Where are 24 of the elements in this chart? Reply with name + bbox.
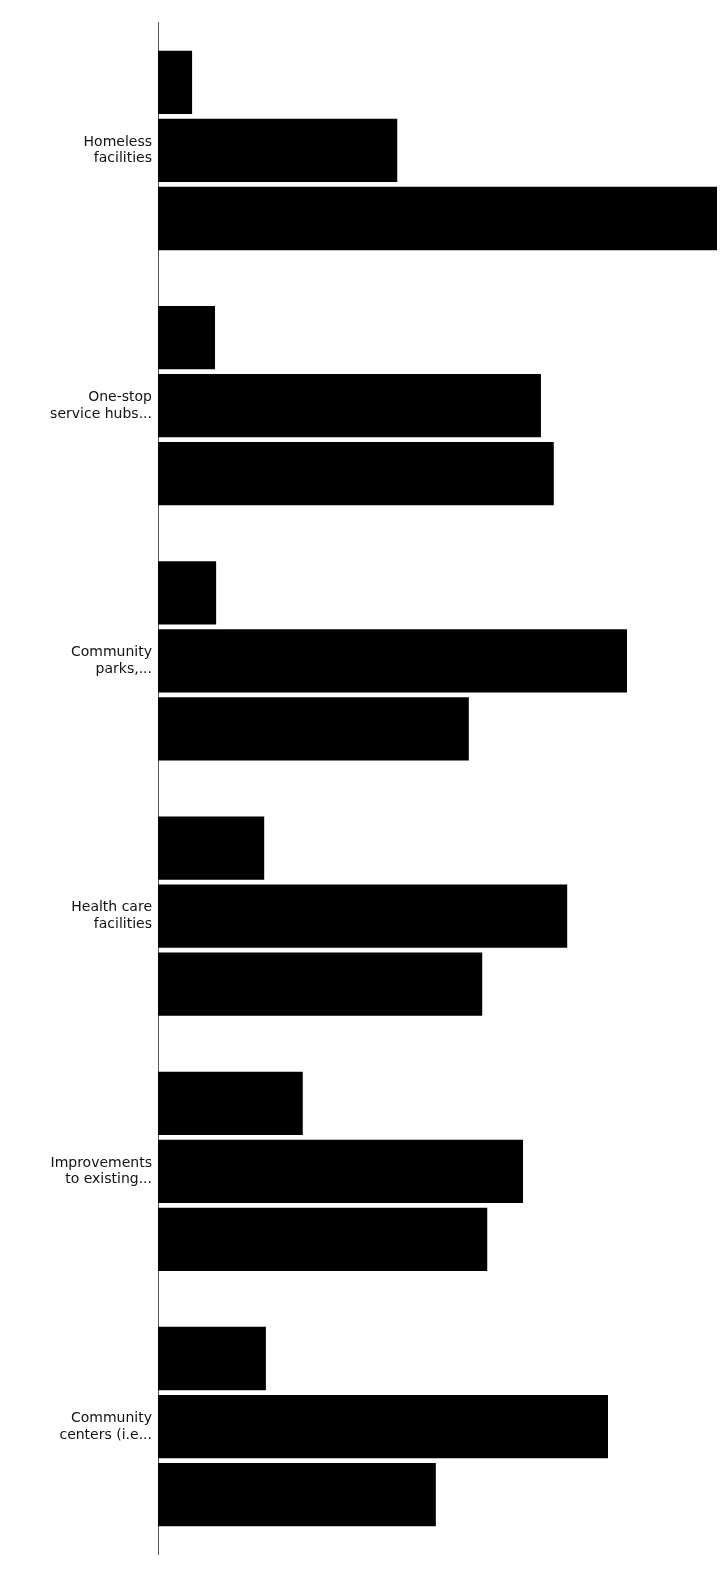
- bar: [158, 1463, 436, 1527]
- bar: [158, 629, 627, 693]
- bar: [158, 305, 216, 370]
- bar: [158, 1207, 488, 1272]
- bar: [158, 561, 217, 625]
- y-tick-label: One-stop service hubs...: [50, 387, 153, 421]
- bar: [158, 50, 193, 114]
- bar: [158, 186, 717, 251]
- bar: [158, 1394, 608, 1459]
- bar: [158, 952, 483, 1016]
- bar: [158, 118, 398, 183]
- y-tick-label: Homeless facilities: [83, 132, 152, 166]
- bar: [158, 1139, 524, 1203]
- bar: [158, 374, 541, 438]
- bar: [158, 1071, 303, 1135]
- bar: [158, 884, 568, 948]
- bar: [158, 1326, 266, 1391]
- y-tick-label: Improvements to existing...: [50, 1153, 152, 1187]
- y-tick-label: Community centers (i.e...: [59, 1408, 152, 1442]
- bar: [158, 442, 554, 506]
- bar: [158, 697, 469, 761]
- y-tick-label: Community parks,...: [70, 643, 152, 676]
- bar: [158, 816, 265, 880]
- y-tick-label: Health care facilities: [71, 898, 152, 932]
